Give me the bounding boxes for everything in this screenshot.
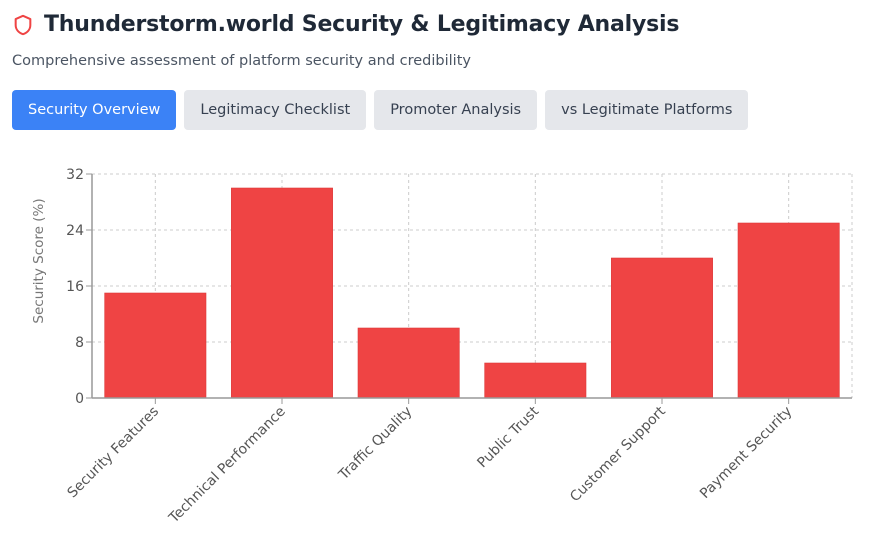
tab-vs-legitimate-platforms[interactable]: vs Legitimate Platforms	[545, 90, 749, 130]
y-tick-label: 0	[75, 391, 84, 407]
x-tick-label: Payment Security	[697, 404, 795, 502]
tab-legitimacy-checklist[interactable]: Legitimacy Checklist	[184, 90, 367, 130]
x-tick-label: Security Features	[64, 404, 162, 502]
bar-traffic-quality	[357, 327, 460, 399]
y-tick-label: 16	[66, 279, 84, 295]
y-axis-title: Security Score (%)	[31, 198, 47, 323]
tab-security-overview[interactable]: Security Overview	[12, 90, 177, 130]
y-tick-label: 8	[75, 335, 84, 351]
x-tick-label: Technical Performance	[165, 404, 288, 527]
page-title: Thunderstorm.world Security & Legitimacy…	[44, 12, 680, 37]
bar-customer-support	[611, 257, 713, 399]
x-axis-ticks: Security Features Technical Performance Tr…	[64, 398, 795, 527]
x-tick-label: Traffic Quality	[335, 404, 415, 484]
bar-technical-performance	[231, 187, 333, 399]
y-tick-label: 32	[66, 167, 84, 183]
x-tick-label: Public Trust	[474, 403, 542, 471]
y-axis-ticks: 0 8 16 24 32	[66, 167, 92, 407]
page-subtitle: Comprehensive assessment of platform sec…	[12, 53, 471, 69]
bar-security-features	[104, 292, 207, 399]
page-header: Thunderstorm.world Security & Legitimacy…	[12, 12, 679, 37]
tab-bar: Security Overview Legitimacy Checklist P…	[12, 90, 749, 130]
bar-payment-security	[737, 222, 840, 399]
tab-promoter-analysis[interactable]: Promoter Analysis	[374, 90, 538, 130]
chart-bars	[104, 187, 840, 399]
x-tick-label: Customer Support	[567, 403, 669, 505]
y-tick-label: 24	[66, 223, 84, 239]
shield-icon	[14, 14, 32, 35]
bar-chart: 0 8 16 24 32 Security Features Technical Perf…	[31, 167, 853, 527]
bar-public-trust	[484, 362, 587, 399]
